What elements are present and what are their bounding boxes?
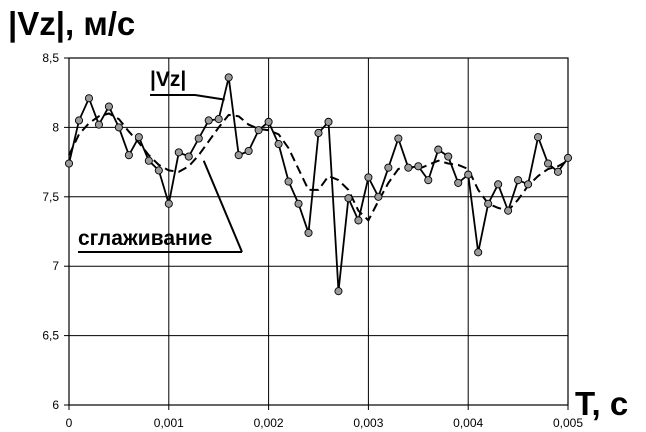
data-point-vz: [144, 156, 153, 165]
data-point-vz: [334, 287, 343, 296]
data-point-vz: [374, 192, 383, 201]
data-point-vz: [354, 216, 363, 225]
series-line-vz: [68, 77, 569, 292]
y-tick-label: 6: [52, 398, 59, 412]
data-point-vz: [234, 151, 243, 160]
annotations: [78, 94, 243, 253]
x-tick-label: 0,002: [254, 416, 284, 430]
data-point-vz: [104, 102, 113, 111]
data-point-vz: [444, 152, 453, 161]
y-tick-label: 8: [52, 120, 59, 134]
data-point-vz: [304, 228, 313, 237]
data-point-vz: [204, 116, 213, 125]
tick-labels: 0 0,001 0,002 0,003 0,004 0,005 6 6,5 7 7,5 8 8,5: [42, 51, 583, 430]
data-point-vz: [74, 116, 84, 125]
data-point-vz: [114, 123, 123, 132]
data-point-vz: [524, 180, 533, 189]
data-point-vz: [214, 115, 223, 124]
data-point-vz: [124, 151, 133, 160]
y-axis-label: |Vz|, м/с: [8, 5, 135, 42]
data-point-vz: [434, 145, 443, 154]
axes: [64, 57, 569, 410]
data-point-vz: [484, 199, 493, 208]
data-point-vz: [294, 199, 303, 208]
data-point-vz: [474, 248, 483, 257]
data-point-vz: [534, 133, 543, 142]
annotation-smoothing-leader: [202, 160, 243, 253]
y-tick-label: 7: [52, 259, 59, 273]
data-point-vz: [414, 162, 423, 171]
data-point-vz: [494, 180, 503, 189]
data-point-vz: [364, 173, 373, 182]
data-point-vz: [504, 206, 513, 215]
data-point-vz: [94, 120, 103, 129]
data-point-vz: [284, 177, 293, 186]
data-point-vz: [64, 159, 74, 168]
data-point-vz: [384, 163, 393, 172]
annotation-vz: |Vz|: [150, 68, 186, 91]
data-point-vz: [194, 134, 203, 143]
data-point-vz: [224, 73, 233, 82]
data-point-vz: [274, 140, 283, 149]
data-point-vz: [454, 178, 463, 187]
x-tick-label: 0,005: [553, 416, 583, 430]
data-point-vz: [154, 166, 163, 175]
data-point-vz: [404, 163, 413, 172]
data-point-vz: [244, 146, 253, 156]
annotation-smoothing: сглаживание: [78, 227, 212, 250]
annotation-vz-leader: [194, 94, 225, 101]
plot-border: [68, 57, 569, 406]
x-tick-label: 0,001: [154, 416, 184, 430]
y-tick-label: 6,5: [42, 329, 59, 343]
data-point-vz: [174, 148, 183, 157]
data-point-vz: [464, 170, 473, 179]
data-point-vz: [344, 194, 353, 203]
series: [64, 73, 573, 296]
data-point-vz: [424, 176, 433, 185]
x-tick-label: 0,004: [453, 416, 483, 430]
x-axis-label: T, с: [575, 385, 628, 422]
y-tick-label: 7,5: [42, 190, 59, 204]
x-tick-label: 0,003: [353, 416, 383, 430]
data-point-vz: [134, 133, 143, 142]
series-line-smoothing: [68, 112, 569, 223]
y-tick-label: 8,5: [42, 51, 59, 65]
x-tick-label: 0: [66, 416, 73, 430]
data-point-vz: [563, 153, 573, 162]
data-point-vz: [254, 126, 263, 135]
data-point-vz: [324, 117, 333, 126]
data-point-vz: [394, 134, 403, 143]
data-point-vz: [514, 176, 523, 185]
data-point-vz: [314, 128, 323, 138]
data-point-vz: [184, 152, 193, 161]
data-point-vz: [164, 199, 173, 208]
data-point-vz: [553, 167, 563, 176]
data-point-vz: [543, 159, 553, 168]
data-point-vz: [84, 94, 94, 103]
data-point-vz: [264, 117, 273, 126]
